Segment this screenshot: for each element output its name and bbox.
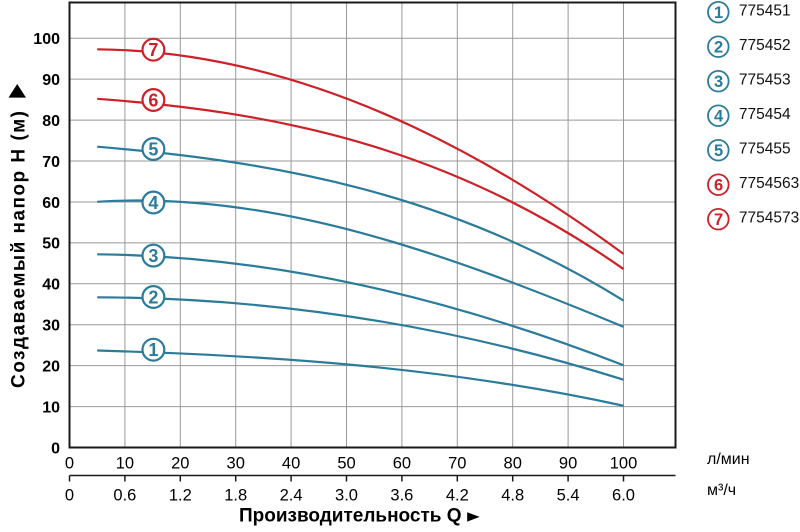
svg-text:0.6: 0.6 (113, 487, 136, 505)
svg-text:2: 2 (714, 39, 723, 57)
svg-text:6: 6 (148, 90, 158, 110)
svg-text:5: 5 (714, 142, 723, 160)
svg-text:100: 100 (33, 31, 60, 48)
svg-text:10: 10 (116, 455, 134, 473)
svg-text:0: 0 (65, 455, 74, 473)
svg-text:1.2: 1.2 (169, 487, 192, 505)
svg-text:3.6: 3.6 (390, 487, 413, 505)
svg-text:4: 4 (148, 193, 158, 213)
svg-text:2: 2 (148, 287, 158, 307)
svg-text:л/мин: л/мин (707, 451, 750, 468)
svg-text:80: 80 (42, 113, 60, 130)
svg-text:20: 20 (171, 455, 189, 473)
svg-text:10: 10 (42, 399, 60, 416)
svg-text:60: 60 (42, 195, 60, 212)
svg-text:50: 50 (337, 455, 355, 473)
svg-text:100: 100 (610, 455, 638, 473)
svg-text:775453: 775453 (739, 72, 791, 89)
svg-text:6: 6 (714, 177, 723, 195)
svg-text:м³/ч: м³/ч (707, 482, 736, 499)
svg-text:70: 70 (42, 154, 60, 171)
svg-text:5: 5 (148, 139, 158, 159)
svg-text:0: 0 (65, 487, 74, 505)
svg-text:0: 0 (51, 440, 60, 457)
svg-text:80: 80 (504, 455, 522, 473)
svg-text:775452: 775452 (739, 37, 791, 54)
svg-text:70: 70 (448, 455, 466, 473)
svg-text:60: 60 (393, 455, 411, 473)
svg-text:3.0: 3.0 (335, 487, 358, 505)
svg-text:7754573: 7754573 (739, 210, 799, 227)
svg-text:3: 3 (714, 73, 723, 91)
svg-text:40: 40 (282, 455, 300, 473)
svg-text:30: 30 (227, 455, 245, 473)
svg-text:1.8: 1.8 (224, 487, 247, 505)
svg-text:4.8: 4.8 (501, 487, 524, 505)
svg-text:Производительность Q: Производительность Q (239, 506, 462, 527)
svg-text:5.4: 5.4 (557, 487, 580, 505)
svg-text:1: 1 (714, 4, 723, 22)
svg-text:1: 1 (148, 340, 158, 360)
svg-text:6.0: 6.0 (612, 487, 635, 505)
svg-text:3: 3 (148, 246, 158, 266)
svg-text:Создаваемый напор H (м): Создаваемый напор H (м) (8, 111, 29, 388)
svg-text:20: 20 (42, 358, 60, 375)
svg-text:775455: 775455 (739, 141, 791, 158)
svg-text:4.2: 4.2 (446, 487, 469, 505)
svg-text:90: 90 (559, 455, 577, 473)
svg-text:2.4: 2.4 (280, 487, 303, 505)
svg-text:90: 90 (42, 72, 60, 89)
svg-text:7: 7 (714, 211, 723, 229)
svg-text:4: 4 (714, 108, 724, 126)
svg-text:775451: 775451 (739, 3, 791, 20)
svg-text:775454: 775454 (739, 106, 791, 123)
svg-text:50: 50 (42, 236, 60, 253)
svg-text:40: 40 (42, 277, 60, 294)
svg-text:30: 30 (42, 318, 60, 335)
svg-text:7: 7 (148, 40, 158, 60)
svg-text:7754563: 7754563 (739, 175, 799, 192)
